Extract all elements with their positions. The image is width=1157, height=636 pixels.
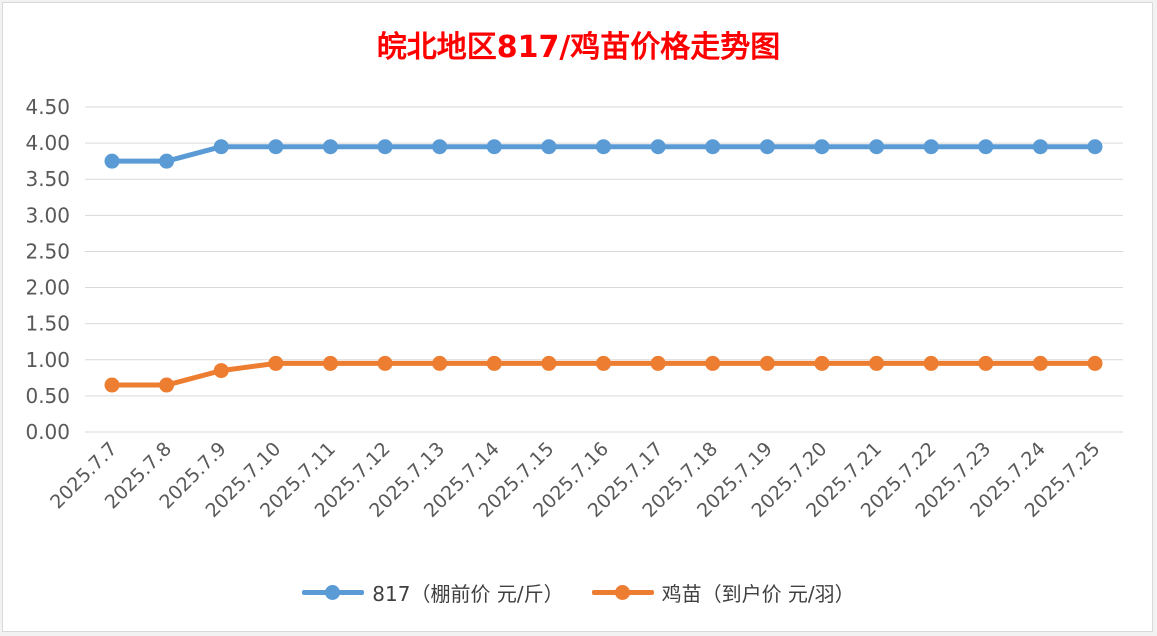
series-1 [104,355,1103,393]
data-point[interactable] [596,355,611,371]
y-tick-label: 3.00 [25,203,70,227]
legend-label-817: 817（棚前价 元/斤） [372,582,564,606]
data-point[interactable] [213,363,229,379]
data-point[interactable] [1032,355,1048,371]
data-point[interactable] [541,139,557,155]
data-point[interactable] [104,377,120,393]
legend-label-chick: 鸡苗（到户价 元/羽） [661,582,855,606]
y-tick-label: 2.00 [25,276,70,300]
data-point[interactable] [869,355,885,371]
data-point[interactable] [486,139,502,155]
legend-swatch-chick [591,579,654,607]
data-point[interactable] [814,139,830,155]
data-point[interactable] [159,153,175,169]
data-point[interactable] [869,139,885,155]
data-point[interactable] [650,139,666,155]
data-point[interactable] [377,355,393,371]
data-point[interactable] [650,355,666,371]
y-axis-ticks: 0.00 0.50 1.00 1.50 2.00 2.50 3.00 3.50 4.00 4.50 [25,95,70,444]
y-tick-label: 4.00 [25,131,70,155]
data-point[interactable] [705,139,721,155]
data-point[interactable] [104,153,120,169]
data-point[interactable] [923,355,939,371]
data-point[interactable] [759,139,775,155]
data-point[interactable] [541,355,557,371]
data-point[interactable] [377,139,393,155]
chart-title: 皖北地区817/鸡苗价格走势图 [376,30,781,65]
data-point[interactable] [923,139,939,155]
legend-item-chick[interactable]: 鸡苗（到户价 元/羽） [591,578,855,607]
data-point[interactable] [322,355,338,371]
y-tick-label: 1.00 [25,348,70,372]
series-group [104,139,1103,393]
y-tick-label: 2.50 [25,239,70,263]
data-point[interactable] [1032,139,1048,155]
gridlines [85,106,1123,433]
legend-swatch-817 [302,579,365,607]
data-point[interactable] [432,139,448,155]
data-point[interactable] [978,139,994,155]
data-point[interactable] [978,355,994,371]
y-tick-label: 0.50 [25,384,70,408]
data-point[interactable] [322,139,338,155]
data-point[interactable] [596,139,611,155]
data-point[interactable] [814,355,830,371]
data-point[interactable] [759,355,775,371]
y-tick-label: 3.50 [25,167,70,191]
y-tick-label: 1.50 [25,312,70,336]
data-point[interactable] [486,355,502,371]
data-point[interactable] [268,139,284,155]
series-0 [104,139,1103,169]
data-point[interactable] [159,377,175,393]
legend: 817（棚前价 元/斤） 鸡苗（到户价 元/羽） [0,578,1157,607]
data-point[interactable] [1087,355,1103,371]
data-point[interactable] [1087,139,1103,155]
data-point[interactable] [213,139,229,155]
y-tick-label: 0.00 [25,420,70,444]
data-point[interactable] [705,355,721,371]
x-axis-ticks: 2025.7.72025.7.82025.7.92025.7.102025.7.… [46,438,1104,522]
data-point[interactable] [268,355,284,371]
y-tick-label: 4.50 [25,95,70,119]
legend-item-817[interactable]: 817（棚前价 元/斤） [302,578,564,607]
data-point[interactable] [432,355,448,371]
